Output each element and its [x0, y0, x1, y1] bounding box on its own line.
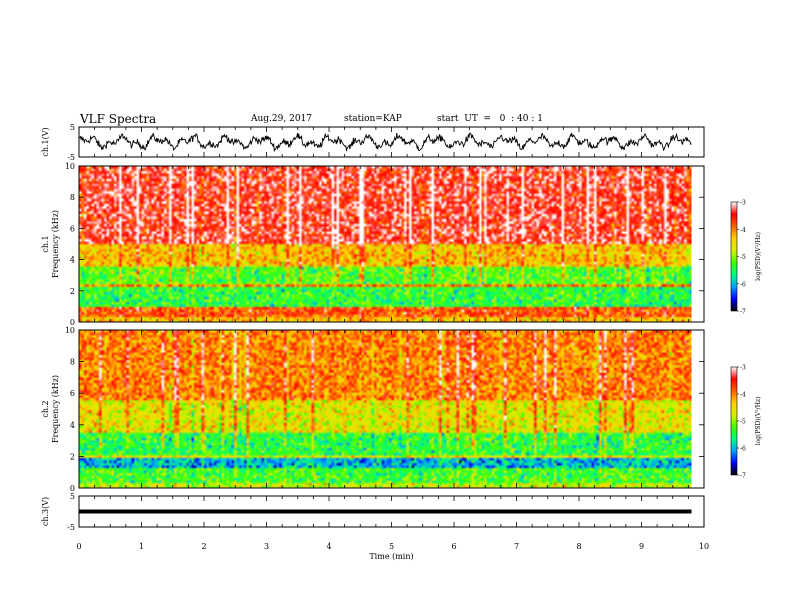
time-tick-label: 1: [139, 542, 144, 551]
ch2-colorbar-tick-label: -5: [740, 419, 746, 426]
ch2-spectrogram-panel: 0 2 4 6 8 10 ch.2 Frequency (kHz): [41, 326, 705, 493]
ch2-colorbar-label: log(PSD)(V²/Hz): [755, 397, 762, 446]
ch1-spectrogram-ytick-label: 4: [70, 256, 75, 265]
ch2-colorbar: -3 -4 -5 -6 -7 log(PSD)(V²/Hz): [730, 365, 762, 480]
ch2-colorbar-tick-label: -6: [740, 446, 746, 453]
station-label: station=KAP: [344, 114, 402, 124]
ch1-waveform-ytick-label: 5: [70, 123, 75, 132]
time-tick-label: 2: [201, 542, 206, 551]
ch2-spectrogram-ytick-label: 2: [70, 452, 75, 461]
ch2-colorbar-tick-label: -3: [740, 365, 746, 372]
time-tick-label: 0: [76, 542, 81, 551]
time-tick-label: 8: [576, 542, 581, 551]
ch2-spectrogram-ylabel-frequency: Frequency (kHz): [51, 375, 60, 443]
time-tick-label: 4: [326, 542, 331, 551]
ch2-spectrogram-ytick-label: 10: [65, 326, 75, 335]
ch1-spectrogram-ytick-label: 0: [70, 318, 75, 327]
ch1-spectrogram-ytick-label: 8: [70, 193, 75, 202]
ch2-spectrogram-ytick-label: 8: [70, 358, 75, 367]
ch3-waveform-panel: 5 -5 ch.3(V): [41, 492, 705, 532]
ch2-colorbar-tick-label: -7: [740, 473, 746, 480]
time-tick-label: 10: [699, 542, 709, 551]
ch1-spectrogram-ytick-label: 6: [70, 224, 75, 233]
ch1-spectrogram-image: [79, 166, 692, 322]
ch3-waveform-ytick-label: 5: [70, 492, 75, 501]
ch1-waveform-panel: 5 -5 ch.1(V): [41, 123, 705, 162]
time-tick-label: 6: [451, 542, 456, 551]
ch3-waveform-ytick-label: -5: [67, 523, 75, 532]
time-tick-label: 7: [514, 542, 519, 551]
ch1-waveform-ytick-label: -5: [67, 153, 75, 162]
ch2-spectrogram-ytick-label: 6: [70, 389, 75, 398]
ch2-spectrogram-image: [79, 330, 692, 488]
ch1-colorbar-label: log(PSD)(V²/Hz): [755, 232, 762, 281]
ch1-spectrogram-ytick-label: 2: [70, 287, 75, 296]
ch1-colorbar: -3 -4 -5 -6 -7 log(PSD)(V²/Hz): [730, 200, 762, 316]
ch1-waveform-ylabel: ch.1(V): [41, 127, 50, 156]
time-axis: 0 1 2 3 4 5 6 7 8 9 10 Time (min): [76, 542, 709, 561]
time-tick-label: 5: [389, 542, 394, 551]
ch1-spectrogram-panel: 0 2 4 6 8 10 ch.1 Frequency (kHz): [41, 162, 705, 327]
ch3-waveform-ylabel: ch.3(V): [41, 497, 50, 526]
time-tick-label: 3: [264, 542, 269, 551]
ch1-colorbar-tick-label: -4: [740, 227, 746, 234]
start-time-label: start UT = 0 : 40 : 1: [437, 114, 543, 124]
ch2-spectrogram-ytick-label: 0: [70, 484, 75, 493]
time-axis-label: Time (min): [369, 552, 413, 561]
ch1-colorbar-tick-label: -3: [740, 200, 746, 207]
ch2-spectrogram-ytick-label: 4: [70, 421, 75, 430]
date-label: Aug.29, 2017: [251, 114, 312, 124]
ch1-colorbar-bar: [730, 201, 738, 312]
ch2-colorbar-tick-label: -4: [740, 392, 746, 399]
ch1-spectrogram-ytick-label: 10: [65, 162, 75, 171]
ch1-colorbar-tick-label: -5: [740, 254, 746, 261]
ch1-spectrogram-ylabel-channel: ch.1: [41, 235, 50, 252]
ch1-colorbar-tick-label: -7: [740, 309, 746, 316]
ch1-waveform-trace: [79, 132, 692, 153]
figure-title: VLF Spectra: [80, 112, 157, 126]
time-tick-label: 9: [639, 542, 644, 551]
ch1-colorbar-tick-label: -6: [740, 281, 746, 288]
ch2-spectrogram-ylabel-channel: ch.2: [41, 400, 50, 417]
ch2-colorbar-bar: [730, 366, 738, 476]
ch1-spectrogram-ylabel-frequency: Frequency (kHz): [51, 210, 60, 278]
